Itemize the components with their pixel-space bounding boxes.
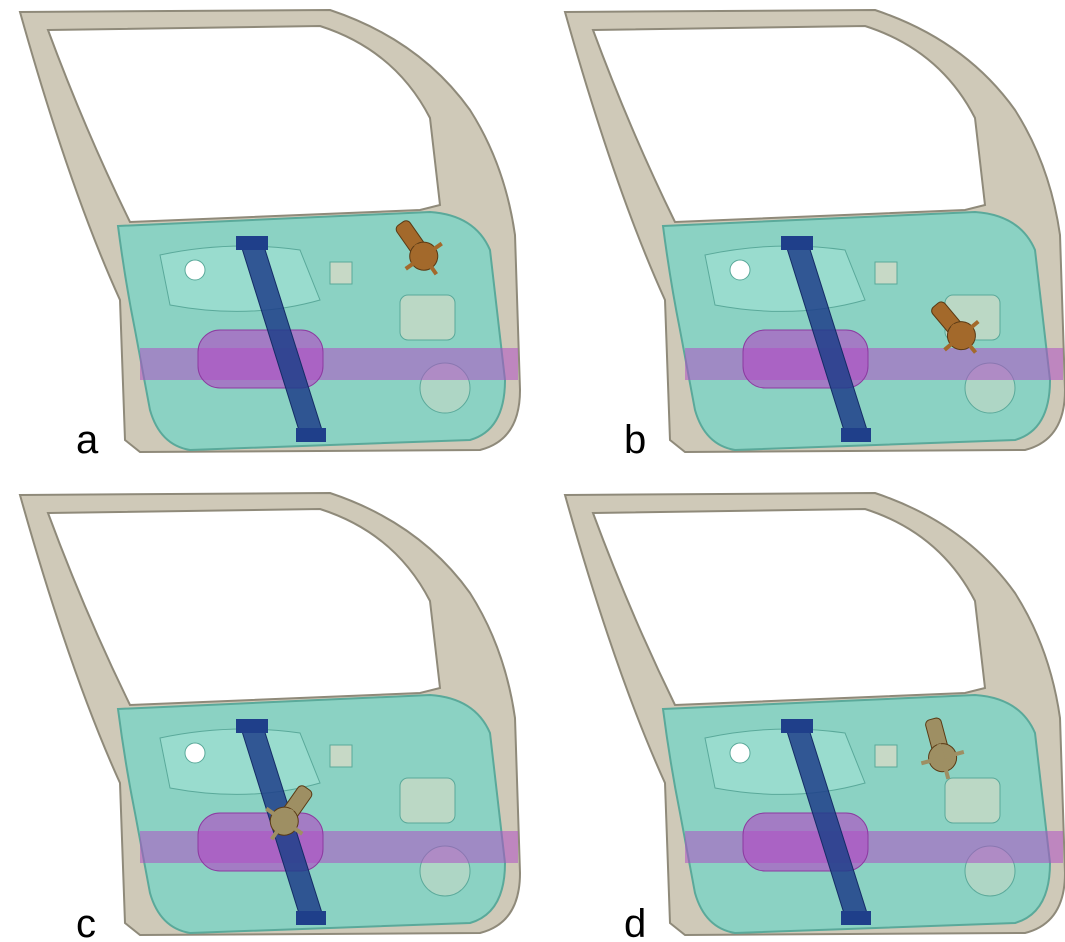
panel-cutout [704, 245, 866, 312]
rail-top-bracket [236, 719, 268, 733]
panel-b: b [533, 0, 1065, 471]
window-opening [591, 24, 987, 224]
bracket [329, 261, 353, 285]
panel-cutout [159, 245, 321, 312]
panel-a: a [0, 0, 532, 471]
panel-label-d: d [624, 902, 647, 942]
window-opening [46, 507, 442, 707]
bracket [874, 744, 898, 768]
regulator-motor [395, 220, 443, 276]
door-assembly [18, 8, 522, 454]
panel-label-c: c [76, 902, 96, 942]
window-opening [591, 507, 987, 707]
motor-mount-arm [950, 323, 978, 354]
rail-top-bracket [236, 236, 268, 250]
rail-bottom-bracket [841, 911, 871, 925]
impact-beam [685, 831, 1063, 863]
bracket [329, 744, 353, 768]
door-illustration [18, 491, 522, 937]
handle-hole [184, 742, 206, 764]
door-assembly [563, 8, 1065, 454]
motor-mount-arm [937, 743, 951, 780]
rail-top-bracket [781, 719, 813, 733]
door-illustration [563, 8, 1065, 454]
rail-top-bracket [781, 236, 813, 250]
regulator-motor [920, 717, 965, 780]
handle-hole [729, 259, 751, 281]
regulator-motor [931, 301, 980, 354]
panel-cutout [159, 728, 321, 795]
handle-hole [184, 259, 206, 281]
impact-beam [140, 348, 518, 380]
panel-label-a: a [76, 418, 99, 462]
motor-mount-arm [414, 243, 438, 276]
rail-bottom-bracket [841, 428, 871, 442]
window-opening [46, 24, 442, 224]
speaker-mount [399, 777, 456, 824]
speaker-mount [399, 294, 456, 341]
regulator-motor [265, 785, 313, 841]
door-illustration [18, 8, 522, 454]
motor-mount-arm [270, 808, 294, 841]
panel-c: c [0, 471, 532, 942]
impact-beam [685, 348, 1063, 380]
handle-hole [729, 742, 751, 764]
panel-label-b: b [624, 418, 647, 462]
panel-d: d [533, 471, 1065, 942]
door-assembly [18, 491, 522, 937]
panel-cutout [704, 728, 866, 795]
impact-beam [140, 831, 518, 863]
bracket [874, 261, 898, 285]
rail-bottom-bracket [296, 428, 326, 442]
door-illustration [563, 491, 1065, 937]
door-assembly [563, 491, 1065, 937]
speaker-mount [944, 777, 1001, 824]
rail-bottom-bracket [296, 911, 326, 925]
